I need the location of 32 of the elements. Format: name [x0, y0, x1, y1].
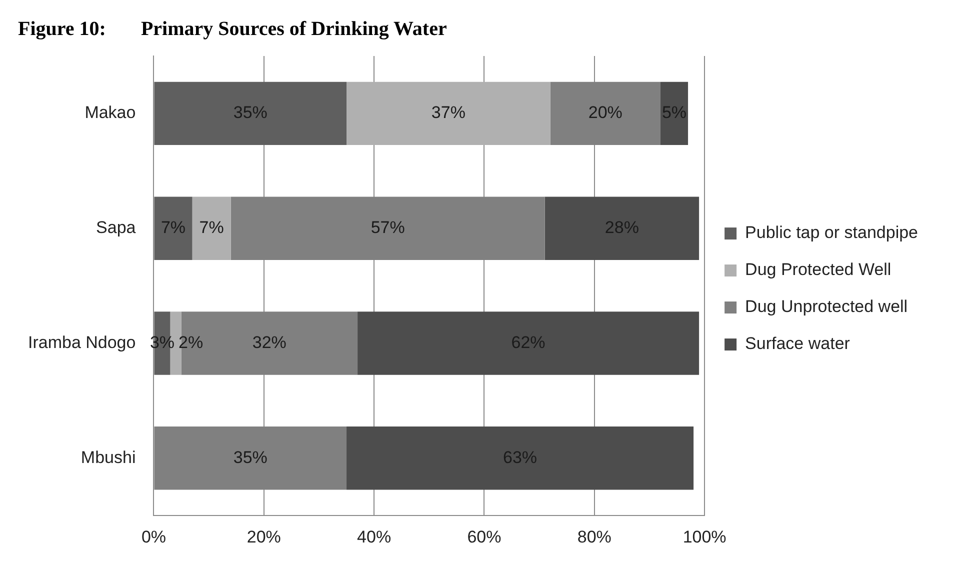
x-tick-label: 80%	[577, 527, 612, 546]
y-tick-label: Makao	[84, 103, 136, 122]
data-label: 7%	[160, 218, 186, 238]
legend-label: Surface water	[745, 334, 850, 354]
y-tick-label: Sapa	[96, 218, 136, 238]
data-label: 35%	[233, 448, 268, 467]
bar	[154, 82, 347, 146]
bar	[154, 196, 192, 260]
x-tick-label: 100%	[682, 527, 726, 546]
bar	[358, 312, 700, 375]
x-tick-label: 40%	[357, 527, 392, 546]
legend-label: Dug Unprotected well	[745, 297, 908, 316]
legend-label: Public tap or standpipe	[745, 223, 918, 242]
data-label: 7%	[199, 218, 224, 238]
data-label: 32%	[252, 332, 286, 352]
y-tick-label: Mbushi	[80, 448, 136, 467]
bar	[192, 196, 231, 260]
data-label: 37%	[431, 103, 466, 122]
data-label: 57%	[370, 218, 405, 238]
y-tick-label: Iramba Ndogo	[28, 332, 136, 352]
x-tick-label: 0%	[141, 527, 166, 546]
data-label: 35%	[233, 103, 268, 122]
bar	[660, 82, 688, 146]
x-tick-label: 60%	[467, 527, 502, 546]
chart-title: Figure 10: Primary Sources of Drinking Water	[18, 18, 447, 40]
legend-label: Dug Protected Well	[745, 260, 892, 280]
bar	[346, 82, 550, 146]
data-label: 20%	[588, 103, 622, 122]
data-label: 2%	[178, 332, 204, 352]
x-tick-label: 20%	[246, 527, 281, 546]
bar	[544, 196, 700, 260]
bar	[346, 426, 694, 490]
